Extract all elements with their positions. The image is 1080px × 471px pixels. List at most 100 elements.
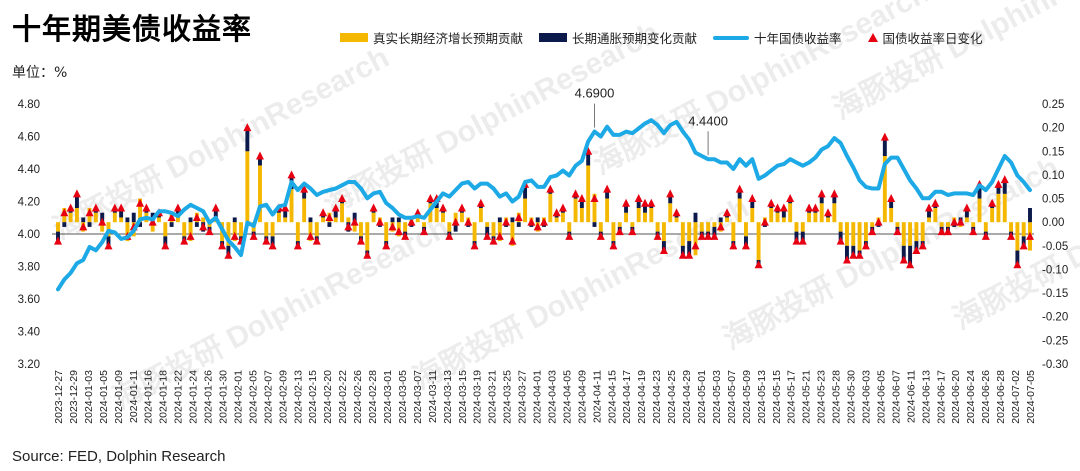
daily-change-marker <box>609 241 618 250</box>
daily-change-marker <box>533 222 542 231</box>
x-axis-tick: 2024-02-07 <box>262 370 274 424</box>
x-axis-tick: 2024-04-29 <box>681 370 693 424</box>
daily-change-marker <box>281 203 290 212</box>
real-contribution-bar <box>788 203 793 223</box>
daily-change-marker <box>735 184 744 193</box>
daily-change-marker <box>893 227 902 236</box>
legend-swatch-real <box>340 33 368 42</box>
real-contribution-bar <box>845 222 849 246</box>
daily-change-marker <box>445 231 454 240</box>
real-contribution-bar <box>422 222 427 227</box>
inflation-contribution-bar <box>964 208 969 218</box>
x-axis-tick: 2024-05-07 <box>726 370 738 424</box>
x-axis-tick: 2024-02-26 <box>352 370 364 424</box>
inflation-contribution-bar <box>396 217 401 223</box>
real-contribution-bar <box>901 222 906 246</box>
real-contribution-bar <box>472 222 477 242</box>
real-contribution-bar <box>453 212 458 223</box>
daily-change-marker <box>136 198 145 207</box>
real-contribution-bar <box>384 222 389 242</box>
daily-change-marker <box>868 227 877 236</box>
inflation-contribution-bar <box>258 156 262 166</box>
real-contribution-bar <box>838 222 843 232</box>
right-axis-tick: -0.15 <box>1042 288 1068 300</box>
inflation-contribution-bar <box>1002 179 1007 194</box>
daily-change-marker <box>659 246 668 255</box>
inflation-contribution-bar <box>737 189 742 199</box>
real-contribution-bar <box>712 222 717 227</box>
x-axis-tick: 2024-05-03 <box>711 370 723 424</box>
legend-label-daily-change: 国债收益率日变化 <box>882 31 983 46</box>
inflation-contribution-bar <box>302 189 307 199</box>
real-contribution-bar <box>920 222 925 242</box>
legend-swatch-inflation <box>539 33 568 42</box>
daily-change-marker <box>476 198 485 207</box>
x-axis-tick: 2024-01-05 <box>98 370 110 424</box>
source-note: Source: FED, Dolphin Research <box>12 448 226 465</box>
right-axis-tick: 0.05 <box>1042 194 1064 206</box>
inflation-contribution-bar <box>453 222 458 232</box>
daily-change-marker <box>495 231 504 240</box>
daily-change-marker <box>830 189 839 198</box>
daily-change-marker <box>369 203 378 212</box>
daily-change-marker <box>653 231 662 240</box>
daily-change-marker <box>716 222 725 231</box>
real-contribution-bar <box>308 222 313 242</box>
daily-change-marker <box>836 236 845 245</box>
inflation-contribution-bar <box>750 198 755 208</box>
daily-change-marker <box>426 194 435 203</box>
daily-change-marker <box>79 222 88 231</box>
daily-change-marker <box>540 217 548 226</box>
daily-change-marker <box>243 123 252 132</box>
real-contribution-bar <box>441 212 445 223</box>
real-contribution-bar <box>598 222 603 232</box>
inflation-contribution-bar <box>213 208 218 218</box>
daily-change-marker <box>685 250 694 259</box>
inflation-contribution-bar <box>226 245 231 256</box>
x-axis-tick: 2024-01-30 <box>217 370 229 424</box>
daily-change-marker <box>918 241 927 250</box>
x-axis-tick: 2024-07-02 <box>1010 370 1022 424</box>
x-axis-tick: 2024-03-21 <box>487 370 499 424</box>
daily-change-marker <box>861 241 870 250</box>
x-axis-tick: 2024-06-11 <box>905 370 917 423</box>
real-contribution-bar <box>314 222 319 237</box>
inflation-contribution-bar <box>125 217 130 223</box>
inflation-contribution-bar <box>882 137 887 156</box>
real-contribution-bar <box>775 212 780 223</box>
real-contribution-bar <box>737 198 742 223</box>
inflation-contribution-bar <box>712 226 717 237</box>
real-contribution-bar <box>769 208 774 223</box>
real-contribution-bar <box>188 222 193 242</box>
daily-change-marker <box>224 250 233 259</box>
inflation-contribution-bar <box>169 222 174 227</box>
daily-change-marker <box>981 231 990 240</box>
x-axis-tick: 2024-01-22 <box>173 370 185 424</box>
daily-change-marker <box>489 236 498 245</box>
real-contribution-bar <box>832 203 837 223</box>
real-contribution-bar <box>258 165 262 223</box>
daily-change-marker <box>697 231 706 240</box>
x-axis-tick: 2024-03-19 <box>472 370 484 424</box>
real-contribution-bar <box>674 217 679 223</box>
daily-change-marker <box>85 208 94 217</box>
real-contribution-bar <box>100 222 105 232</box>
real-contribution-bar <box>826 217 830 223</box>
inflation-contribution-bar <box>497 217 502 223</box>
daily-change-marker <box>880 132 889 141</box>
daily-change-marker <box>192 212 201 221</box>
daily-change-marker <box>603 184 612 193</box>
real-contribution-bar <box>725 217 729 223</box>
real-contribution-bar <box>624 212 629 223</box>
left-axis-tick: 3.20 <box>18 359 40 371</box>
daily-change-marker <box>451 217 460 226</box>
daily-change-marker <box>306 231 315 240</box>
daily-change-marker <box>117 203 126 212</box>
real-contribution-bar <box>870 222 875 227</box>
inflation-contribution-bar <box>81 217 86 223</box>
inflation-contribution-bar <box>535 217 540 223</box>
x-axis-tick: 2024-04-05 <box>561 370 573 424</box>
x-axis-tick: 2024-07-05 <box>1025 370 1037 424</box>
daily-change-marker <box>817 189 826 198</box>
